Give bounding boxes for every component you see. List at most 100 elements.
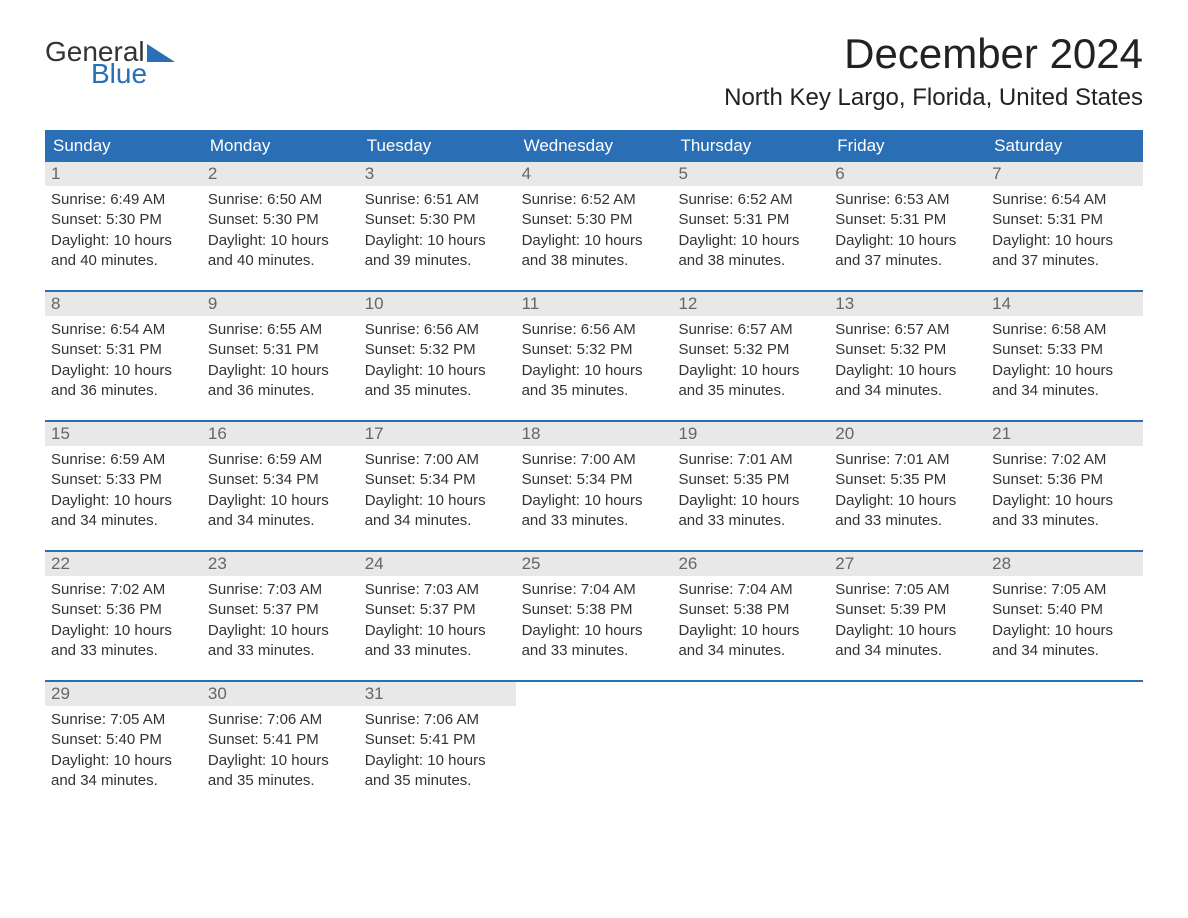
day-sunrise: Sunrise: 6:49 AM [51,190,196,210]
day-cell: 21Sunrise: 7:02 AMSunset: 5:36 PMDayligh… [986,422,1143,550]
day-content: Sunrise: 7:04 AMSunset: 5:38 PMDaylight:… [672,576,829,665]
day-sunrise: Sunrise: 7:06 AM [208,710,353,730]
day-number: 22 [45,552,202,576]
day-sunset: Sunset: 5:33 PM [51,470,196,490]
day-sunrise: Sunrise: 7:00 AM [522,450,667,470]
day-content: Sunrise: 7:05 AMSunset: 5:39 PMDaylight:… [829,576,986,665]
day-cell: 26Sunrise: 7:04 AMSunset: 5:38 PMDayligh… [672,552,829,680]
day-sunrise: Sunrise: 6:52 AM [522,190,667,210]
logo: General Blue [45,30,175,88]
day-sunrise: Sunrise: 6:57 AM [678,320,823,340]
col-saturday: Saturday [986,130,1143,162]
day-daylight2: and 34 minutes. [365,511,510,531]
day-sunrise: Sunrise: 7:05 AM [51,710,196,730]
day-content: Sunrise: 6:49 AMSunset: 5:30 PMDaylight:… [45,186,202,275]
day-content: Sunrise: 7:03 AMSunset: 5:37 PMDaylight:… [202,576,359,665]
day-sunrise: Sunrise: 6:56 AM [522,320,667,340]
day-daylight1: Daylight: 10 hours [522,361,667,381]
day-cell: 2Sunrise: 6:50 AMSunset: 5:30 PMDaylight… [202,162,359,290]
day-daylight2: and 33 minutes. [365,641,510,661]
day-daylight2: and 33 minutes. [835,511,980,531]
day-cell: 10Sunrise: 6:56 AMSunset: 5:32 PMDayligh… [359,292,516,420]
day-cell: 18Sunrise: 7:00 AMSunset: 5:34 PMDayligh… [516,422,673,550]
day-cell: 6Sunrise: 6:53 AMSunset: 5:31 PMDaylight… [829,162,986,290]
day-content: Sunrise: 7:05 AMSunset: 5:40 PMDaylight:… [986,576,1143,665]
day-daylight2: and 35 minutes. [365,771,510,791]
day-content: Sunrise: 6:52 AMSunset: 5:31 PMDaylight:… [672,186,829,275]
day-daylight2: and 33 minutes. [522,641,667,661]
day-number: 16 [202,422,359,446]
day-cell: 9Sunrise: 6:55 AMSunset: 5:31 PMDaylight… [202,292,359,420]
day-content: Sunrise: 6:59 AMSunset: 5:34 PMDaylight:… [202,446,359,535]
day-number: 6 [829,162,986,186]
day-daylight2: and 37 minutes. [835,251,980,271]
calendar-header-row: Sunday Monday Tuesday Wednesday Thursday… [45,130,1143,162]
day-content: Sunrise: 6:53 AMSunset: 5:31 PMDaylight:… [829,186,986,275]
day-number-empty [516,682,673,706]
day-number: 3 [359,162,516,186]
day-daylight1: Daylight: 10 hours [51,491,196,511]
day-number: 30 [202,682,359,706]
day-sunrise: Sunrise: 7:05 AM [992,580,1137,600]
day-sunset: Sunset: 5:35 PM [678,470,823,490]
day-sunset: Sunset: 5:30 PM [365,210,510,230]
day-cell: 25Sunrise: 7:04 AMSunset: 5:38 PMDayligh… [516,552,673,680]
day-daylight2: and 34 minutes. [835,381,980,401]
day-daylight2: and 40 minutes. [51,251,196,271]
day-number: 17 [359,422,516,446]
day-daylight2: and 35 minutes. [522,381,667,401]
day-sunrise: Sunrise: 7:01 AM [835,450,980,470]
day-daylight1: Daylight: 10 hours [365,231,510,251]
day-sunset: Sunset: 5:41 PM [208,730,353,750]
day-daylight1: Daylight: 10 hours [365,491,510,511]
day-sunrise: Sunrise: 6:56 AM [365,320,510,340]
day-number: 26 [672,552,829,576]
day-sunrise: Sunrise: 7:01 AM [678,450,823,470]
day-cell: 27Sunrise: 7:05 AMSunset: 5:39 PMDayligh… [829,552,986,680]
day-number: 10 [359,292,516,316]
day-number: 28 [986,552,1143,576]
day-daylight1: Daylight: 10 hours [678,491,823,511]
day-daylight2: and 39 minutes. [365,251,510,271]
week-row: 1Sunrise: 6:49 AMSunset: 5:30 PMDaylight… [45,162,1143,290]
day-sunset: Sunset: 5:38 PM [522,600,667,620]
day-content: Sunrise: 7:00 AMSunset: 5:34 PMDaylight:… [359,446,516,535]
day-content: Sunrise: 6:56 AMSunset: 5:32 PMDaylight:… [516,316,673,405]
day-sunset: Sunset: 5:32 PM [678,340,823,360]
day-content: Sunrise: 7:04 AMSunset: 5:38 PMDaylight:… [516,576,673,665]
day-number: 5 [672,162,829,186]
day-sunset: Sunset: 5:41 PM [365,730,510,750]
day-daylight2: and 35 minutes. [208,771,353,791]
day-daylight2: and 38 minutes. [678,251,823,271]
day-sunrise: Sunrise: 7:03 AM [365,580,510,600]
day-number: 9 [202,292,359,316]
day-content: Sunrise: 6:50 AMSunset: 5:30 PMDaylight:… [202,186,359,275]
day-daylight2: and 38 minutes. [522,251,667,271]
day-sunset: Sunset: 5:40 PM [992,600,1137,620]
day-number: 29 [45,682,202,706]
day-sunset: Sunset: 5:30 PM [208,210,353,230]
day-daylight2: and 34 minutes. [992,381,1137,401]
day-number: 20 [829,422,986,446]
day-cell: 7Sunrise: 6:54 AMSunset: 5:31 PMDaylight… [986,162,1143,290]
day-cell [672,682,829,810]
day-cell: 12Sunrise: 6:57 AMSunset: 5:32 PMDayligh… [672,292,829,420]
day-number: 24 [359,552,516,576]
day-number: 14 [986,292,1143,316]
day-daylight2: and 33 minutes. [208,641,353,661]
day-sunrise: Sunrise: 6:59 AM [208,450,353,470]
day-daylight1: Daylight: 10 hours [678,621,823,641]
day-cell: 16Sunrise: 6:59 AMSunset: 5:34 PMDayligh… [202,422,359,550]
day-sunset: Sunset: 5:34 PM [522,470,667,490]
day-sunrise: Sunrise: 6:55 AM [208,320,353,340]
day-sunset: Sunset: 5:31 PM [992,210,1137,230]
day-sunset: Sunset: 5:35 PM [835,470,980,490]
day-daylight2: and 36 minutes. [51,381,196,401]
week-row: 22Sunrise: 7:02 AMSunset: 5:36 PMDayligh… [45,550,1143,680]
day-sunset: Sunset: 5:37 PM [208,600,353,620]
day-daylight1: Daylight: 10 hours [208,361,353,381]
day-number: 25 [516,552,673,576]
day-cell: 30Sunrise: 7:06 AMSunset: 5:41 PMDayligh… [202,682,359,810]
day-daylight2: and 35 minutes. [678,381,823,401]
day-number: 31 [359,682,516,706]
